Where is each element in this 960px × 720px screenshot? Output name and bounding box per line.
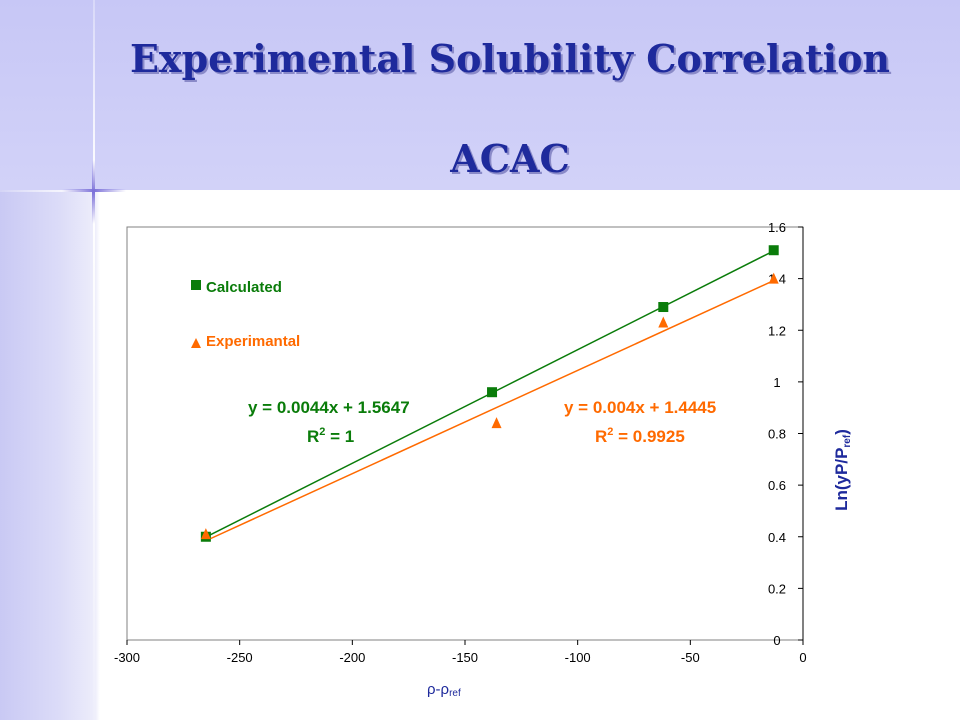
legend-marker-calculated: [191, 280, 201, 290]
equation-text-calculated: y = 0.0044x + 1.5647: [248, 398, 410, 417]
x-tick-label: -300: [114, 650, 140, 665]
chart-panel: -300 -250 -200 -150 -100 -50 0 0 0.2 0.4 0.6 0.8 1 1.…: [102, 202, 924, 718]
y-tick-label: 1: [773, 375, 780, 390]
y-tick-label: 0: [773, 633, 780, 648]
legend-marker-experimental: [191, 338, 201, 348]
y-tick-label: 0.4: [768, 530, 786, 545]
slide-title: Experimental Solubility Correlation: [129, 36, 891, 81]
x-tick-label: -150: [452, 650, 478, 665]
legend: Calculated Experimantal: [191, 279, 300, 350]
legend-label-experimental: Experimantal: [206, 333, 300, 350]
solubility-chart: -300 -250 -200 -150 -100 -50 0 0 0.2 0.4 0.6 0.8 1 1.…: [114, 220, 853, 699]
axes: -300 -250 -200 -150 -100 -50 0 0 0.2 0.4 0.6 0.8 1 1.…: [114, 220, 807, 665]
title-band: [0, 0, 960, 190]
x-axis-label: ρ-ρref: [427, 681, 461, 699]
x-tick-label: 0: [799, 650, 806, 665]
data-point-experimental: [491, 417, 502, 429]
x-tick-label: -250: [227, 650, 253, 665]
x-tick-label: -200: [339, 650, 365, 665]
legend-label-calculated: Calculated: [206, 279, 282, 296]
decorative-line-horizontal: [0, 190, 960, 192]
data-point-experimental: [658, 316, 669, 328]
data-points: [200, 245, 779, 542]
r2-text-experimental: R2 = 0.9925: [595, 426, 685, 446]
slide-subtitle: ACAC: [450, 136, 570, 181]
y-tick-label: 1.6: [768, 220, 786, 235]
y-tick-label: 0.2: [768, 581, 786, 596]
sparkle-star-icon-vertical: [92, 160, 95, 224]
data-point-calculated: [658, 302, 669, 313]
equation-experimental: y = 0.004x + 1.4445 R2 = 0.9925: [564, 398, 716, 446]
x-tick-label: -50: [681, 650, 700, 665]
y-axis-label: Ln(yP/Pref): [832, 429, 853, 511]
y-tick-label: 0.8: [768, 427, 786, 442]
equation-text-experimental: y = 0.004x + 1.4445: [564, 398, 716, 417]
data-point-experimental: [200, 528, 211, 540]
y-tick-label: 1.2: [768, 323, 786, 338]
r2-text-calculated: R2 = 1: [307, 426, 354, 446]
y-tick-label: 0.6: [768, 478, 786, 493]
equation-calculated: y = 0.0044x + 1.5647 R2 = 1: [248, 398, 410, 446]
y-tick-label: 1.4: [768, 272, 786, 287]
data-point-experimental: [768, 272, 779, 284]
trendline-experimental: [205, 279, 775, 542]
data-point-calculated: [487, 387, 498, 398]
x-tick-label: -100: [565, 650, 591, 665]
decorative-line-vertical: [93, 0, 95, 720]
data-point-calculated: [768, 245, 779, 256]
